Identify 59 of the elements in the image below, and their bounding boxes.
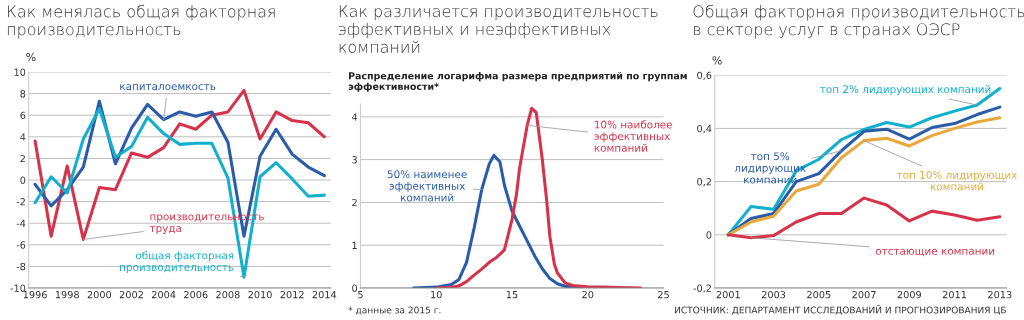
x-tick-label: 2010 [248,290,272,299]
x-tick-label: 2012 [280,290,304,299]
x-tick-label: 5 [358,291,363,299]
y-axis-title: % [26,52,36,62]
x-tick-label: 2005 [807,290,831,299]
y-tick-label: 4 [351,113,358,121]
y-tick-label: -10 [10,284,26,292]
y-tick-label: 8 [20,90,26,98]
y-tick-label: 4 [20,133,26,141]
series-label: общая факторная производительность [120,251,234,274]
x-tick-label: 15 [506,291,518,299]
y-tick-label: 0 [706,231,712,239]
x-tick-label: 2008 [216,290,240,299]
x-tick-label: 20 [582,290,594,299]
chart-title: Как различается производительность эффективных и неэффективных компаний [339,5,658,53]
x-tick-label: 2002 [119,290,143,299]
x-tick-label: 2013 [988,290,1012,299]
text: топ 10% лидирующих компаний [896,170,1017,191]
text: ИСТОЧНИК: ДЕПАРТАМЕНТ ИССЛЕДОВАНИЙ И ПРОГНОЗИРОВАНИЯ ЦБ [674,304,1006,315]
text: капиталоемкость [120,84,216,91]
y-tick-label: -8 [16,262,26,271]
y-tick-label: 0,2 [697,178,711,187]
y-tick-label: -0,2 [693,284,711,293]
text: * данные за 2015 г. [348,306,441,315]
y-tick-label: -4 [16,219,26,227]
x-tick-label: 2001 [716,290,740,299]
x-tick-label: 2003 [761,290,786,299]
y-tick-label: 6 [20,111,26,120]
x-tick-label: 2004 [151,290,176,299]
x-tick-label: 1998 [55,290,79,299]
series-label: 50% наименее эффективных компаний [387,170,467,202]
line-series [33,107,326,279]
x-tick-label: 2007 [852,290,876,299]
y-tick-label: 0 [20,176,26,184]
y-tick-label: -6 [16,241,26,249]
y-tick-label: 0,4 [697,124,712,134]
y-tick-label: 10 [14,68,26,76]
series-label: топ 2% лидирующих компаний [820,85,991,96]
x-tick-label: 25 [658,290,669,299]
chart-title: Как менялась общая факторная производительность [7,4,275,39]
y-tick-label: 0 [352,284,358,292]
y-tick-label: 0,6 [697,71,712,81]
y-tick-label: 2 [352,198,357,207]
y-tick-label: -2 [16,198,25,206]
line-series [726,196,1002,240]
x-tick-label: 2011 [942,290,967,299]
x-tick-label: 2000 [87,290,112,299]
y-tick-label: 3 [352,156,357,164]
chart-title: Общая факторная производительность в секторе услуг в странах ОЭСР [693,4,1024,39]
y-tick-label: 1 [352,241,357,249]
x-tick-label: 2009 [897,290,921,299]
x-tick-label: 2014 [312,290,337,299]
text: отстающие компании [875,248,995,257]
chart-subtitle: Распределение логарифма размера предприятий по группам эффективности* [348,72,687,92]
y-axis-title: % [712,56,722,65]
x-tick-label: 2006 [184,290,208,299]
y-tick-label: 2 [20,154,25,163]
x-tick-label: 10 [431,290,442,299]
text: 10% наиболее эффективных компаний [594,120,672,152]
